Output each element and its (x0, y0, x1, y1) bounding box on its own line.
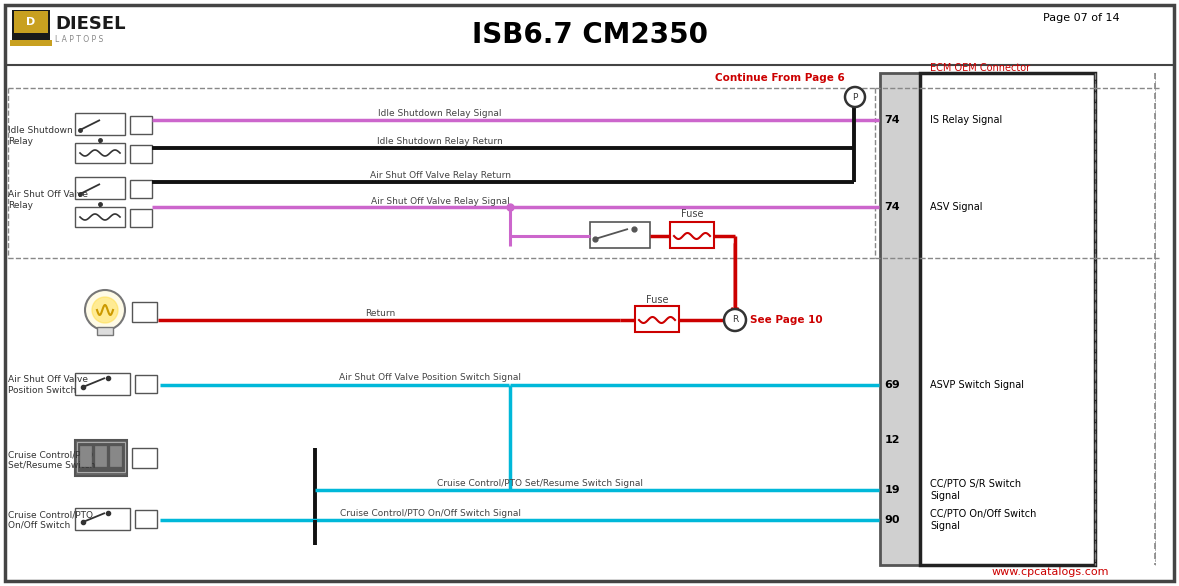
Text: Cruise Control/PTO Set/Resume Switch Signal: Cruise Control/PTO Set/Resume Switch Sig… (437, 479, 643, 488)
Text: Idle Shutdown Relay Signal: Idle Shutdown Relay Signal (378, 110, 502, 118)
Bar (635, 306, 679, 332)
Bar (590, 222, 650, 248)
Bar (75, 177, 125, 199)
Text: R: R (732, 315, 738, 325)
Text: ECM OEM Connector: ECM OEM Connector (930, 63, 1030, 73)
Text: Fuse: Fuse (680, 209, 703, 219)
Bar (97, 327, 113, 335)
Bar (80, 446, 91, 466)
Text: ASVP Switch Signal: ASVP Switch Signal (930, 380, 1025, 390)
Bar (130, 145, 152, 163)
Bar (75, 440, 127, 476)
Bar (130, 180, 152, 198)
Bar (77, 442, 125, 472)
Text: www.cpcatalogs.com: www.cpcatalogs.com (992, 567, 1108, 577)
Text: 12: 12 (884, 435, 900, 445)
Bar (75, 143, 125, 163)
Text: Air Shut Off Valve
Position Switch: Air Shut Off Valve Position Switch (8, 375, 88, 395)
Text: ISB6.7 CM2350: ISB6.7 CM2350 (472, 21, 709, 49)
Text: See Page 10: See Page 10 (750, 315, 823, 325)
Text: DIESEL: DIESEL (55, 15, 125, 33)
Text: Continue From Page 6: Continue From Page 6 (716, 73, 845, 83)
Bar (130, 209, 152, 227)
Bar (880, 73, 920, 565)
Text: 19: 19 (884, 485, 900, 495)
Bar (136, 510, 157, 528)
Text: D: D (26, 17, 35, 27)
Bar (132, 302, 157, 322)
Circle shape (85, 290, 125, 330)
Bar (136, 375, 157, 393)
Text: Page 07 of 14: Page 07 of 14 (1043, 13, 1120, 23)
Bar (75, 508, 130, 530)
Bar (132, 448, 157, 468)
Text: 90: 90 (884, 515, 900, 525)
Circle shape (845, 87, 865, 107)
Text: Air Shut Off Valve Relay Signal: Air Shut Off Valve Relay Signal (370, 196, 509, 206)
Bar (670, 222, 714, 248)
Text: Air Shut Off Valve
Relay: Air Shut Off Valve Relay (8, 190, 88, 210)
Text: 74: 74 (884, 115, 900, 125)
Text: CC/PTO S/R Switch
Signal: CC/PTO S/R Switch Signal (930, 479, 1021, 501)
Text: CC/PTO On/Off Switch
Signal: CC/PTO On/Off Switch Signal (930, 509, 1036, 531)
Text: Fuse: Fuse (646, 295, 668, 305)
Bar (130, 116, 152, 134)
Text: Cruise Control/PTO
Set/Resume Switch: Cruise Control/PTO Set/Resume Switch (8, 450, 95, 470)
Text: P: P (852, 93, 857, 101)
Text: 74: 74 (884, 202, 900, 212)
Text: Air Shut Off Valve Position Switch Signal: Air Shut Off Valve Position Switch Signa… (340, 373, 521, 383)
Text: IS Relay Signal: IS Relay Signal (930, 115, 1002, 125)
Circle shape (724, 309, 746, 331)
Text: 69: 69 (884, 380, 900, 390)
Text: L A P T O P S: L A P T O P S (55, 36, 104, 45)
Bar (95, 446, 106, 466)
Text: Idle Shutdown
Relay: Idle Shutdown Relay (8, 127, 73, 146)
Text: Air Shut Off Valve Relay Return: Air Shut Off Valve Relay Return (369, 172, 511, 180)
Bar (9, 40, 52, 46)
Text: Return: Return (364, 308, 395, 318)
Circle shape (92, 297, 118, 323)
Bar (75, 113, 125, 135)
Text: Cruise Control/PTO On/Off Switch Signal: Cruise Control/PTO On/Off Switch Signal (340, 509, 520, 517)
Text: ASV Signal: ASV Signal (930, 202, 982, 212)
Bar (75, 207, 125, 227)
Text: Cruise Control/PTO
On/Off Switch: Cruise Control/PTO On/Off Switch (8, 510, 93, 530)
Text: Idle Shutdown Relay Return: Idle Shutdown Relay Return (377, 138, 503, 146)
Bar (110, 446, 121, 466)
Bar (920, 73, 1095, 565)
Bar (14, 11, 48, 33)
Bar (75, 373, 130, 395)
Bar (12, 10, 50, 40)
Text: cpcatalogs.com: cpcatalogs.com (250, 283, 850, 357)
